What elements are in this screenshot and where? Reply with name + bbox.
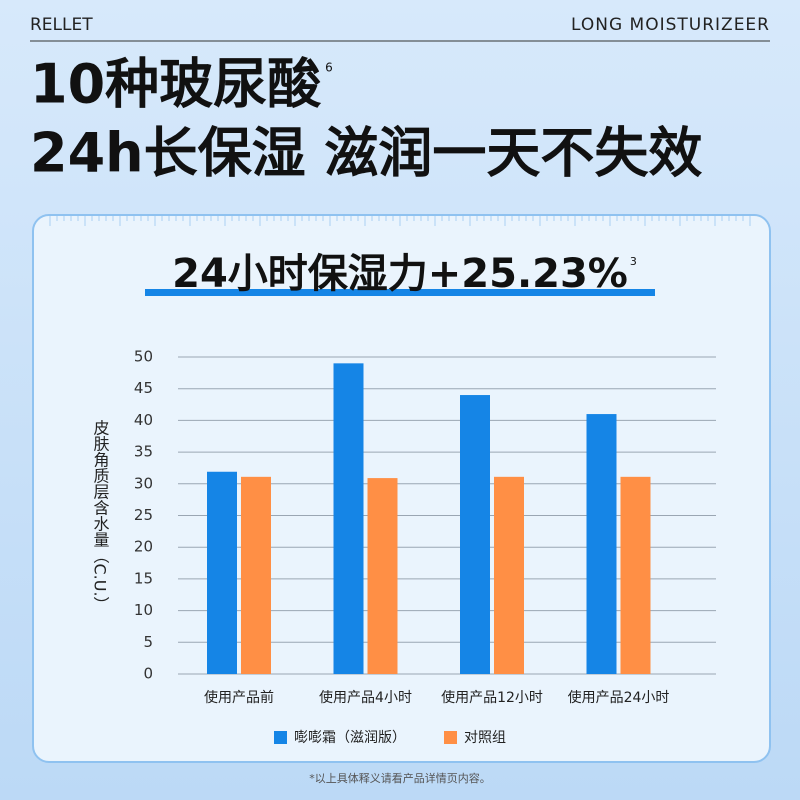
y-tick-label: 45 bbox=[134, 379, 153, 397]
y-tick-label: 30 bbox=[134, 474, 153, 492]
brand: RELLET bbox=[30, 15, 93, 35]
x-tick-label: 使用产品前 bbox=[204, 689, 274, 706]
y-axis-label: 皮肤角质层含水量（C.U.） bbox=[91, 419, 110, 612]
x-tick-label: 使用产品24小时 bbox=[568, 689, 670, 706]
x-tick-label: 使用产品4小时 bbox=[319, 689, 412, 706]
bar bbox=[367, 478, 398, 674]
title-underline bbox=[145, 289, 655, 296]
y-tick-label: 40 bbox=[134, 411, 153, 429]
x-tick-label: 使用产品12小时 bbox=[441, 689, 543, 706]
y-tick-label: 0 bbox=[143, 665, 153, 683]
bar bbox=[620, 476, 651, 674]
bar bbox=[333, 363, 364, 674]
y-tick-label: 50 bbox=[134, 348, 153, 366]
y-tick-label: 20 bbox=[134, 538, 153, 556]
tagline: LONG MOISTURIZEER bbox=[571, 15, 770, 35]
headline: 24h长保湿 滋润一天不失效 bbox=[30, 122, 702, 185]
y-tick-label: 15 bbox=[134, 569, 153, 587]
y-tick-label: 25 bbox=[134, 506, 153, 524]
chart-title-note: 3 bbox=[630, 255, 637, 268]
headline: 10种玻尿酸 bbox=[30, 53, 322, 116]
legend-swatch bbox=[274, 731, 287, 744]
y-tick-label: 5 bbox=[143, 633, 153, 651]
headline-note: 6 bbox=[325, 61, 333, 75]
bar bbox=[241, 476, 271, 674]
ruler bbox=[49, 216, 751, 226]
y-tick-label: 10 bbox=[134, 601, 153, 619]
bar bbox=[207, 471, 237, 674]
bar bbox=[586, 414, 617, 674]
y-tick-label: 35 bbox=[134, 443, 153, 461]
legend-swatch bbox=[444, 731, 457, 744]
legend-label: 对照组 bbox=[464, 730, 506, 746]
bar bbox=[494, 476, 524, 674]
chart-title: 24小时保湿力+25.23% bbox=[172, 251, 628, 297]
footnote: *以上具体释义请看产品详情页内容。 bbox=[309, 771, 491, 785]
legend-label: 嘭嘭霜（滋润版） bbox=[294, 730, 406, 746]
bar bbox=[460, 395, 490, 674]
